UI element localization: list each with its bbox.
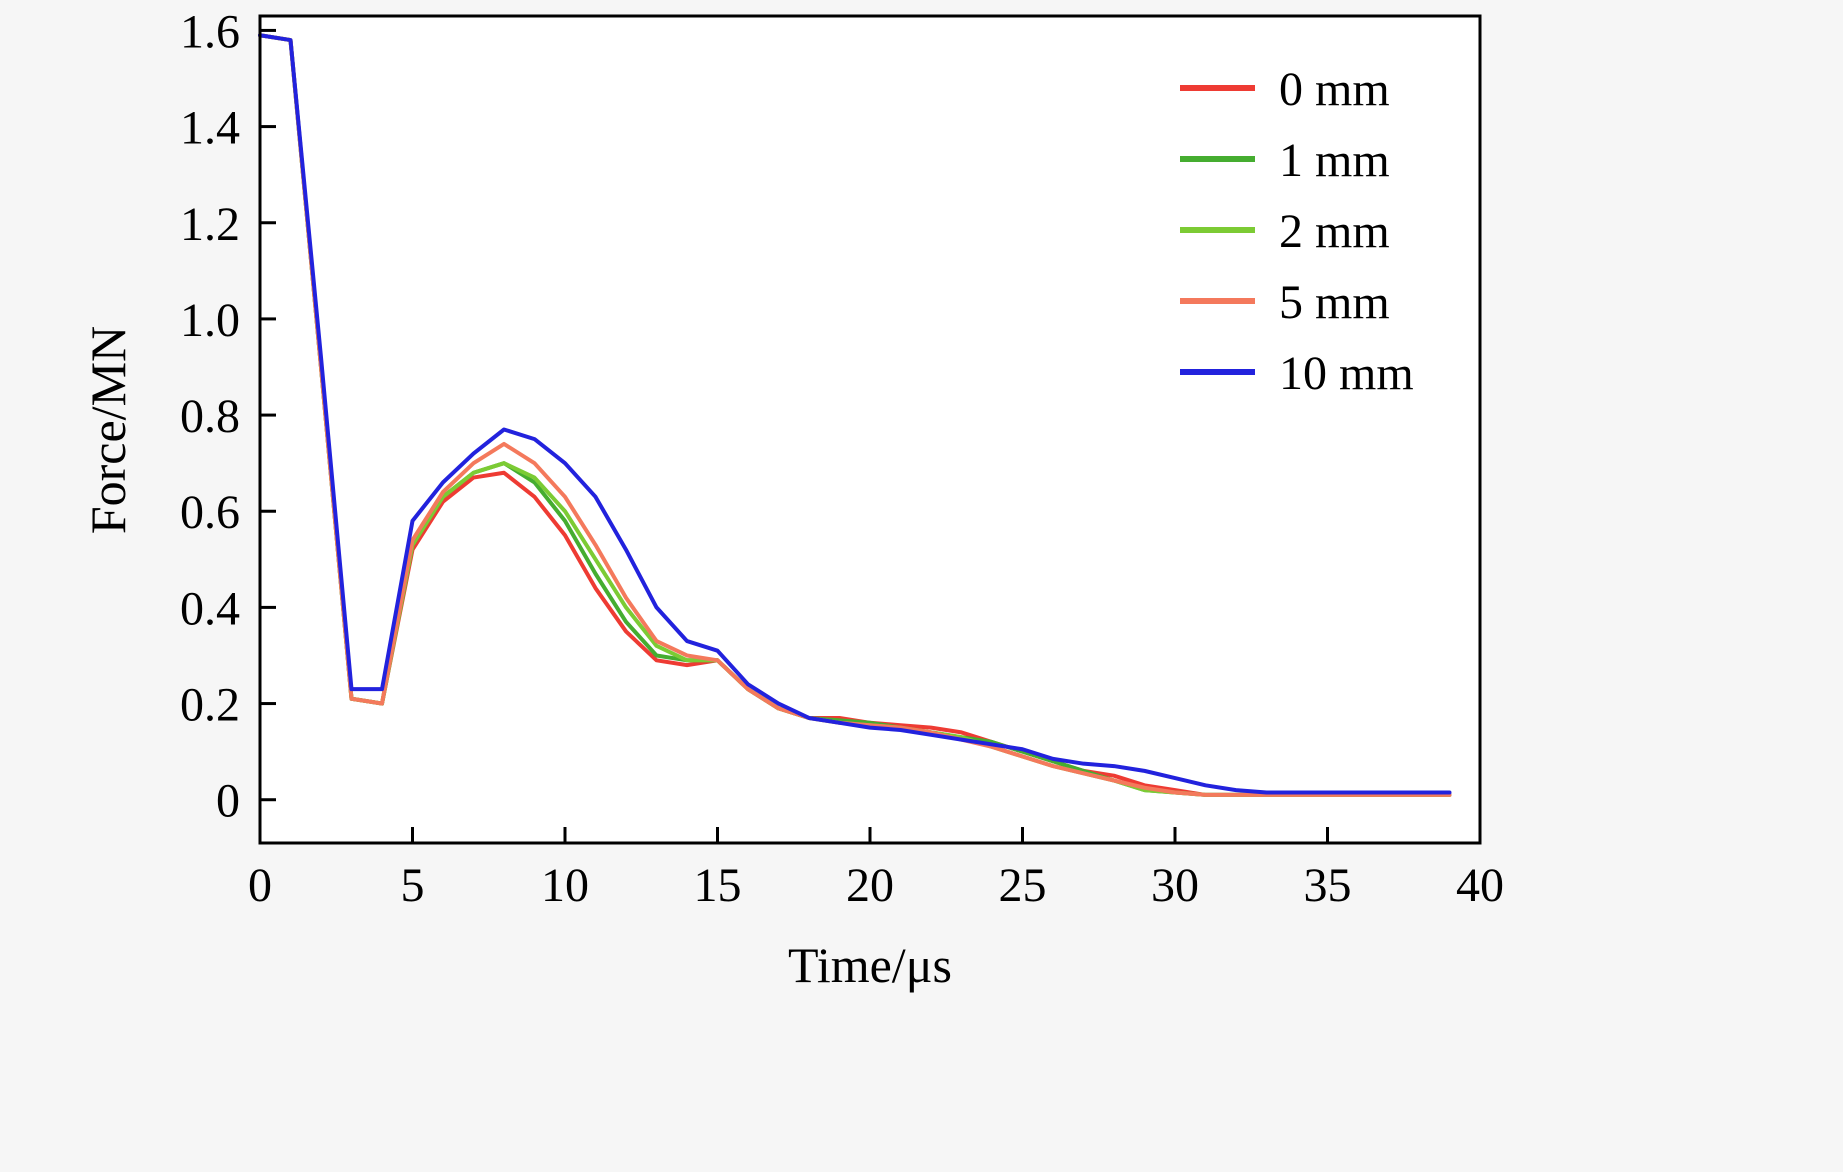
legend-label-0-mm: 0 mm [1279,63,1390,116]
x-tick-label: 30 [1151,859,1199,912]
y-tick-label: 0.2 [180,679,240,732]
y-tick-label: 0.8 [180,390,240,443]
x-tick-label: 10 [541,859,589,912]
legend-label-10-mm: 10 mm [1279,347,1414,400]
plot-area [260,16,1480,843]
x-tick-label: 40 [1456,859,1504,912]
x-tick-label: 0 [248,859,272,912]
x-tick-label: 35 [1304,859,1352,912]
y-tick-label: 1.6 [180,5,240,58]
y-tick-label: 0.4 [180,582,240,635]
legend-label-1-mm: 1 mm [1279,134,1390,187]
y-axis-label: Force/MN [80,325,136,535]
series-line-10-mm [258,33,1452,795]
legend-label-2-mm: 2 mm [1279,205,1390,258]
y-tick-label: 0 [216,775,240,828]
x-axis-label: Time/μs [788,937,952,993]
y-tick-label: 1.0 [180,294,240,347]
x-tick-label: 5 [401,859,425,912]
legend-label-5-mm: 5 mm [1279,276,1390,329]
x-tick-label: 25 [999,859,1047,912]
x-tick-label: 20 [846,859,894,912]
y-tick-label: 0.6 [180,486,240,539]
y-tick-label: 1.4 [180,102,240,155]
x-tick-label: 15 [694,859,742,912]
y-tick-label: 1.2 [180,198,240,251]
